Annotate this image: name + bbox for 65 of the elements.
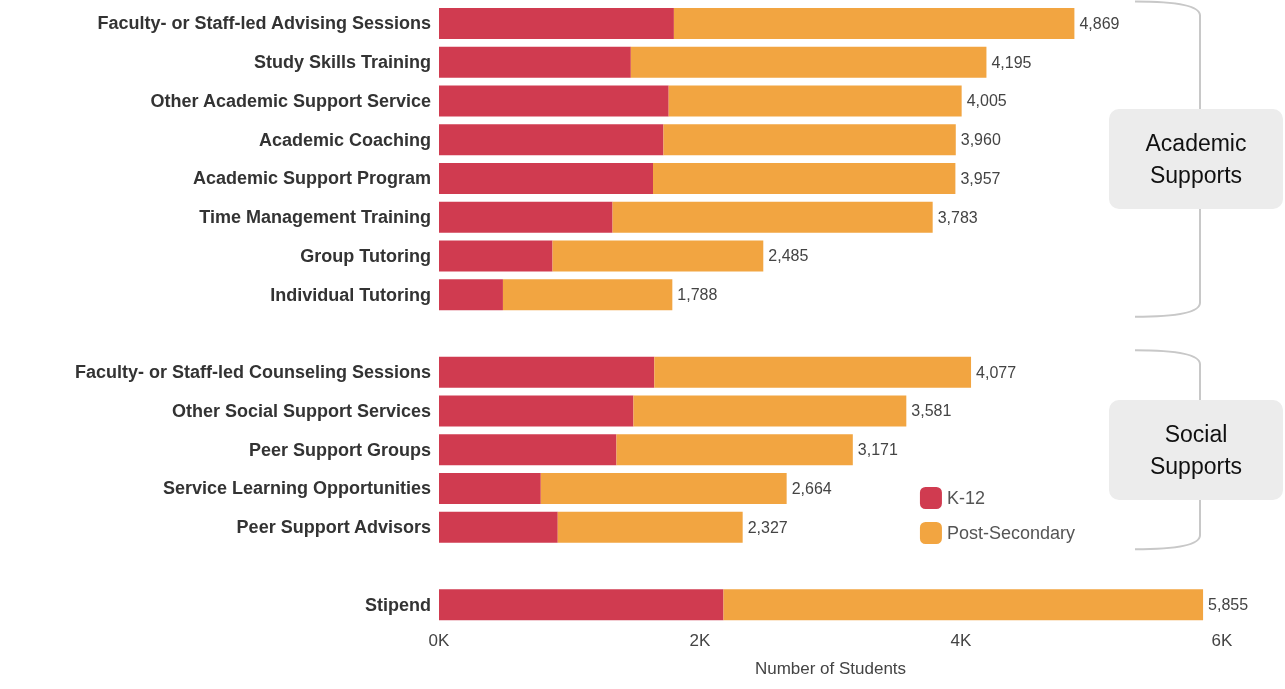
bar [540,472,787,504]
total-label: 4,869 [1079,14,1120,32]
total-label: 2,327 [747,518,788,536]
bar [439,511,558,543]
bar [673,7,1075,39]
y-tick-label: Study Skills Training [253,52,431,73]
total-label: 4,077 [976,363,1017,381]
bar [723,589,1204,621]
x-tick-label: 4K [950,631,973,650]
total-label: 3,957 [960,169,1001,187]
y-tick-label: Academic Support Program [192,168,431,189]
bar [616,434,853,466]
bar [633,395,907,427]
annotation: Academic Supports [1144,129,1248,191]
total-label: 2,485 [768,247,809,265]
legend-label: K-12 [946,488,985,508]
total-label: 3,960 [960,131,1001,149]
y-tick-label: Peer Support Advisors [236,517,431,538]
y-tick-label: Individual Tutoring [270,284,431,305]
bar [557,511,743,543]
y-tick-label: Time Management Training [199,207,431,228]
bar [439,85,669,117]
total-label: 3,783 [937,208,978,226]
bar [612,201,933,233]
x-tick-label: 2K [689,631,712,650]
bar [439,472,541,504]
bar [552,240,764,272]
bar [439,201,613,233]
y-tick-label: Faculty- or Staff-led Advising Sessions [97,13,431,34]
x-tick-label: 0K [428,631,451,650]
total-label: 4,005 [966,92,1007,110]
y-tick-label: Faculty- or Staff-led Counseling Sessions [74,362,431,383]
y-tick-label: Service Learning Opportunities [162,478,431,499]
total-label: 1,788 [677,286,718,304]
bar [439,589,724,621]
bar [439,395,634,427]
y-tick-label: Stipend [365,594,431,615]
y-tick-label: Other Academic Support Service [150,90,431,111]
total-label: 2,664 [791,479,832,497]
bar [439,356,655,388]
total-label: 5,855 [1208,596,1249,614]
bar [663,124,956,156]
bar [630,46,987,78]
y-tick-label: Academic Coaching [258,129,431,150]
bar [653,162,956,194]
bar [668,85,962,117]
bar [439,124,664,156]
annotation: Social Supports [1148,419,1244,481]
y-tick-label: Group Tutoring [300,245,431,266]
total-label: 3,171 [857,441,898,459]
bar [654,356,972,388]
y-tick-label: Peer Support Groups [248,439,431,460]
total-label: 4,195 [991,53,1032,71]
bar [439,434,617,466]
y-tick-label: Other Social Support Services [171,400,431,421]
legend-label: Post-Secondary [946,523,1076,543]
bar [439,240,553,272]
bar [439,279,503,311]
bar [502,279,673,311]
bar [439,7,674,39]
bar [439,162,654,194]
x-tick-label: 6K [1211,631,1234,650]
x-axis-title: Number of Students [754,659,907,678]
bar [439,46,631,78]
total-label: 3,581 [911,402,952,420]
